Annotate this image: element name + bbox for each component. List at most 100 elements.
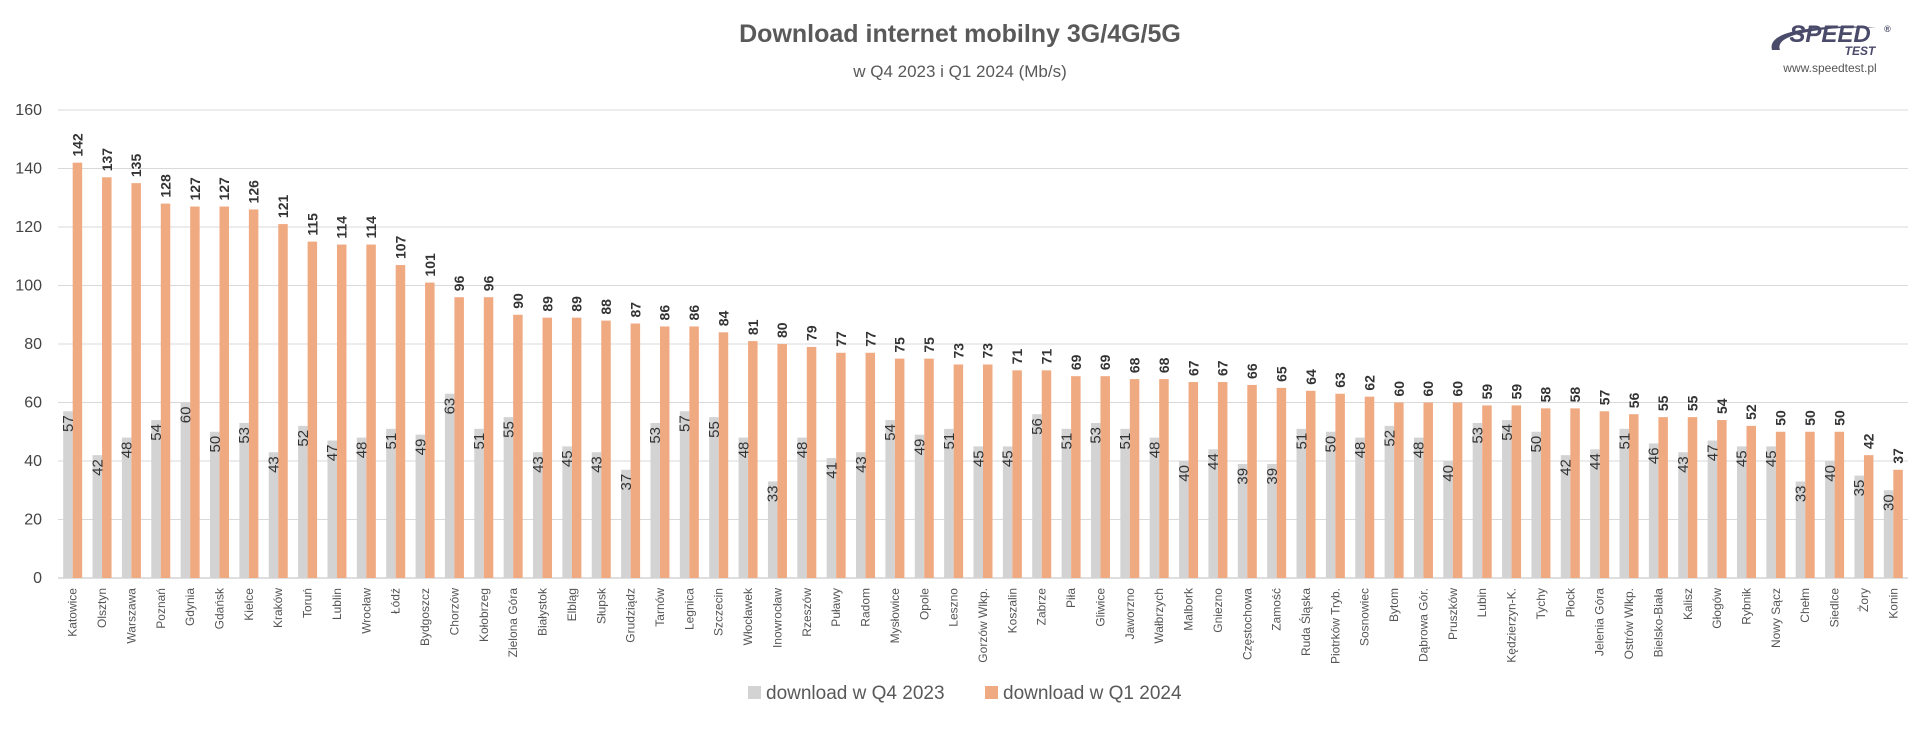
- data-label-q4-2023: 45: [1763, 450, 1780, 467]
- x-tick-label: Toruń: [301, 588, 315, 618]
- data-label-q4-2023: 48: [735, 442, 752, 459]
- data-label-q4-2023: 50: [1323, 436, 1340, 453]
- data-label-q4-2023: 48: [119, 442, 136, 459]
- bar-q1-2024: [1041, 370, 1052, 578]
- data-label-q4-2023: 50: [207, 436, 224, 453]
- x-tick-label: Zielona Góra: [506, 588, 520, 658]
- data-label-q1-2024: 75: [892, 337, 908, 353]
- bar-q1-2024: [160, 203, 171, 578]
- data-label-q4-2023: 42: [89, 459, 106, 476]
- x-tick-label: Tychy: [1534, 588, 1548, 619]
- bar-q4-2023: [1619, 428, 1630, 578]
- bar-q4-2023: [180, 402, 191, 578]
- bar-q1-2024: [102, 177, 112, 578]
- data-label-q4-2023: 53: [647, 427, 664, 444]
- data-label-q4-2023: 51: [1117, 433, 1134, 450]
- data-label-q4-2023: 48: [354, 442, 371, 459]
- bar-q1-2024: [1247, 384, 1257, 578]
- data-label-q4-2023: 50: [1528, 436, 1545, 453]
- bar-q1-2024: [219, 206, 230, 578]
- data-label-q1-2024: 114: [363, 216, 379, 239]
- x-tick-label: Głogów: [1710, 588, 1724, 629]
- bar-q4-2023: [591, 452, 602, 578]
- x-tick-label: Poznań: [154, 588, 168, 629]
- data-label-q1-2024: 73: [950, 343, 966, 359]
- data-label-q1-2024: 50: [1802, 410, 1818, 426]
- data-label-q1-2024: 79: [804, 325, 820, 341]
- data-label-q4-2023: 42: [1558, 459, 1575, 476]
- bar-q4-2023: [1560, 455, 1571, 578]
- bar-q1-2024: [1540, 408, 1551, 578]
- bar-q1-2024: [1423, 402, 1433, 578]
- bar-q4-2023: [1032, 414, 1042, 578]
- x-tick-label: Inowrocław: [770, 588, 784, 648]
- data-label-q4-2023: 55: [500, 421, 517, 438]
- bar-q1-2024: [190, 206, 200, 578]
- x-tick-label: Gdańsk: [213, 587, 227, 629]
- data-label-q1-2024: 89: [539, 296, 555, 312]
- bar-q1-2024: [248, 209, 259, 578]
- bar-q4-2023: [1267, 463, 1277, 578]
- chart-subtitle: w Q4 2023 i Q1 2024 (Mb/s): [852, 62, 1067, 81]
- bar-q1-2024: [72, 162, 83, 578]
- bar-q4-2023: [1355, 437, 1365, 578]
- bar-q1-2024: [718, 332, 729, 578]
- data-label-q1-2024: 58: [1538, 387, 1554, 403]
- data-label-q1-2024: 137: [99, 148, 115, 172]
- bars: 57 142 42 137 48 135 54 128 60 127 50 127 53 126 43 121…: [60, 133, 1906, 579]
- bar-q4-2023: [444, 393, 455, 578]
- x-tick-label: Łódź: [389, 588, 403, 614]
- bar-q1-2024: [601, 320, 611, 578]
- data-label-q1-2024: 55: [1685, 395, 1701, 411]
- bar-q1-2024: [1511, 405, 1522, 578]
- x-tick-label: Gliwice: [1093, 588, 1107, 627]
- bar-q1-2024: [630, 323, 641, 578]
- bar-q4-2023: [650, 422, 660, 578]
- bar-q4-2023: [856, 452, 866, 578]
- bar-q1-2024: [659, 326, 670, 578]
- x-tick-label: Opole: [917, 588, 931, 620]
- x-tick-label: Dąbrowa Gór.: [1416, 588, 1430, 662]
- x-tick-label: Bydgoszcz: [418, 588, 432, 646]
- bar-q1-2024: [1306, 390, 1316, 578]
- y-tick-label: 40: [24, 453, 42, 470]
- data-label-q1-2024: 86: [686, 305, 702, 321]
- bar-q1-2024: [924, 358, 934, 578]
- data-label-q1-2024: 68: [1156, 357, 1172, 373]
- x-tick-label: Leszno: [947, 588, 961, 627]
- data-label-q1-2024: 126: [246, 180, 262, 204]
- data-label-q4-2023: 51: [1058, 433, 1075, 450]
- x-tick-label: Wrocław: [359, 588, 373, 634]
- data-label-q1-2024: 69: [1068, 354, 1084, 370]
- y-axis: 0 20 40 60 80 100 120 140 160: [15, 102, 42, 587]
- data-label-q4-2023: 35: [1851, 480, 1868, 497]
- bar-q4-2023: [1061, 428, 1072, 578]
- data-label-q4-2023: 30: [1881, 494, 1898, 511]
- x-tick-label: Radom: [859, 588, 873, 627]
- data-label-q1-2024: 60: [1391, 381, 1407, 397]
- x-tick-label: Zabrze: [1035, 588, 1049, 626]
- bar-q4-2023: [1707, 440, 1718, 578]
- data-label-q1-2024: 115: [304, 213, 320, 236]
- bar-q4-2023: [1384, 425, 1395, 578]
- data-label-q1-2024: 81: [745, 319, 761, 335]
- data-label-q4-2023: 57: [677, 415, 694, 432]
- data-label-q4-2023: 53: [1088, 427, 1105, 444]
- bar-q4-2023: [239, 422, 249, 578]
- data-label-q4-2023: 45: [970, 450, 987, 467]
- x-tick-label: Jaworzno: [1123, 588, 1137, 640]
- bar-q4-2023: [1825, 461, 1835, 578]
- data-label-q4-2023: 48: [794, 442, 811, 459]
- x-tick-label: Olsztyn: [95, 588, 109, 628]
- bar-q4-2023: [1648, 443, 1659, 578]
- x-tick-label: Elbląg: [565, 588, 579, 621]
- x-tick-label: Gniezno: [1211, 588, 1225, 633]
- data-label-q1-2024: 101: [422, 253, 438, 277]
- x-tick-label: Tarnów: [653, 588, 667, 627]
- bar-q4-2023: [1531, 431, 1541, 578]
- data-label-q1-2024: 52: [1743, 404, 1759, 420]
- legend-label-q1-2024: download w Q1 2024: [1003, 683, 1182, 704]
- data-label-q4-2023: 43: [853, 456, 870, 473]
- bar-q4-2023: [1237, 463, 1248, 578]
